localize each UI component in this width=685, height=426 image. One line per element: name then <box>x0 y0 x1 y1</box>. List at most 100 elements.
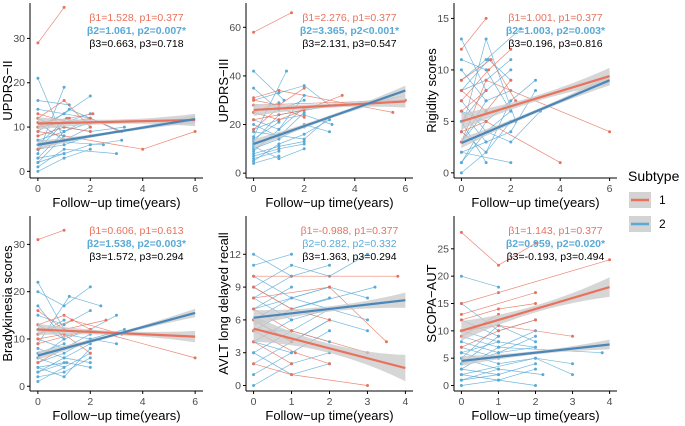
x-tick-label: 0 <box>35 183 41 195</box>
subtype1-data-point <box>497 291 500 295</box>
subtype2-data-point <box>252 86 256 90</box>
subtype2-data-point <box>459 351 463 355</box>
stat-annotation: β2=1.003, p2=0.003* <box>506 25 606 37</box>
stat-annotation: β1=2.276, p1=0.377 <box>302 12 396 24</box>
subtype2-data-point <box>302 113 306 117</box>
subtype1-data-point <box>277 89 281 92</box>
legend-label: 2 <box>659 217 666 231</box>
subtype2-data-point <box>459 367 463 371</box>
subtype2-data-point <box>36 152 40 156</box>
subtype1-trend-line <box>37 118 196 125</box>
subtype2-data-point <box>88 285 92 289</box>
subtype1-data-point <box>252 296 256 300</box>
stat-annotation: β3=2.131, p3=0.547 <box>302 38 396 50</box>
subtype1-data-point <box>252 98 256 102</box>
subtype1-data-point <box>328 285 331 289</box>
stat-annotation: β3=0.196, p3=0.816 <box>508 38 602 50</box>
subtype2-data-point <box>484 37 488 41</box>
y-tick-label: 30 <box>13 33 25 45</box>
subtype2-data-point <box>36 99 40 102</box>
subtype2-data-point <box>509 161 513 165</box>
x-axis-title: Follow−up time(years) <box>52 195 180 210</box>
subtype2-trajectory-line <box>37 148 117 168</box>
subtype2-data-point <box>366 252 369 256</box>
subtype2-data-point <box>88 309 92 313</box>
subtype1-data-point <box>459 78 463 82</box>
subtype2-data-point <box>497 351 500 355</box>
y-tick-label: 25 <box>437 243 449 255</box>
x-tick-label: 0 <box>251 396 257 408</box>
subtype2-trajectory-line <box>253 70 287 137</box>
subtype2-data-point <box>541 373 545 377</box>
subtype1-data-point <box>459 47 463 51</box>
subtype2-data-point <box>277 120 281 124</box>
x-tick-label: 4 <box>140 183 146 195</box>
subtype2-data-point <box>277 127 281 131</box>
subtype1-data-point <box>88 351 92 355</box>
y-tick-label: 20 <box>437 271 449 283</box>
subtype2-data-point <box>509 99 513 103</box>
subtype1-data-point <box>366 384 369 387</box>
subtype2-data-point <box>366 329 369 333</box>
subtype2-data-point <box>88 365 92 369</box>
y-tick-label: 10 <box>437 325 449 337</box>
subtype1-data-point <box>252 127 256 131</box>
subtype2-data-point <box>88 147 92 151</box>
x-tick-label: 2 <box>87 396 93 408</box>
subtype2-data-point <box>328 329 331 333</box>
subtype1-data-point <box>384 340 388 344</box>
subtype1-trajectory-line <box>253 341 292 365</box>
subtype1-data-point <box>252 285 256 289</box>
subtype1-data-point <box>396 274 400 278</box>
subtype1-data-point <box>70 318 74 322</box>
subtype2-data-point <box>252 157 256 161</box>
y-tick-label: 40 <box>229 70 241 82</box>
y-tick-label: 20 <box>13 77 25 89</box>
subtype1-data-point <box>459 99 463 103</box>
subtype2-data-point <box>36 304 40 308</box>
subtype2-data-point <box>62 375 66 379</box>
subtype1-data-point <box>36 134 40 138</box>
stat-annotation: β1=1.143, p1=0.377 <box>508 225 602 237</box>
subtype2-data-point <box>252 135 256 139</box>
subtype2-data-point <box>120 138 124 142</box>
subtype2-data-point <box>252 154 256 158</box>
y-tick-label: 6 <box>235 314 241 326</box>
subtype2-data-point <box>67 103 71 107</box>
subtype1-data-point <box>36 342 40 346</box>
stat-annotation: β3=1.572, p3=0.294 <box>89 251 183 263</box>
subtype1-data-point <box>459 345 463 349</box>
subtype1-data-point <box>534 318 537 322</box>
subtype2-data-point <box>302 84 306 88</box>
y-tick-label: 0 <box>443 380 449 392</box>
subtype2-data-point <box>36 280 40 284</box>
subtype1-data-point <box>293 351 297 355</box>
subtype2-data-point <box>36 107 40 111</box>
stat-annotation: β1=1.528, p1=0.377 <box>89 12 183 24</box>
subtype1-data-point <box>62 228 66 232</box>
subtype2-data-point <box>277 144 281 148</box>
subtype1-data-point <box>489 58 493 62</box>
subtype1-data-point <box>391 110 395 114</box>
subtype2-trajectory-line <box>37 100 70 106</box>
plot-area <box>459 16 612 175</box>
x-tick-label: 0 <box>458 396 464 408</box>
subtype2-trajectory-line <box>461 374 499 381</box>
subtype2-data-point <box>459 340 463 344</box>
x-tick-label: 2 <box>87 183 93 195</box>
subtype1-data-point <box>497 329 500 333</box>
panel-rigidity: 0 2 4 6 0 5 10 15 Follow−up time(years) Rigidity … <box>424 3 617 210</box>
stat-annotation: β2=1.061, p2=0.007* <box>87 25 187 37</box>
subtype2-data-point <box>290 296 293 300</box>
x-axis-title: Follow−up time(years) <box>52 408 180 423</box>
subtype1-data-point <box>36 309 40 313</box>
y-tick-label: 0 <box>19 381 25 393</box>
y-axis-title: UPDRS−III <box>216 59 231 123</box>
subtype1-data-point <box>571 334 574 338</box>
subtype1-trajectory-line <box>461 18 487 50</box>
y-tick-label: 20 <box>13 286 25 298</box>
subtype2-trajectory-line <box>461 151 511 163</box>
subtype2-data-point <box>252 69 256 73</box>
subtype2-trajectory-line <box>253 121 280 140</box>
y-axis-title: AVLT long delayed recall <box>216 232 231 374</box>
